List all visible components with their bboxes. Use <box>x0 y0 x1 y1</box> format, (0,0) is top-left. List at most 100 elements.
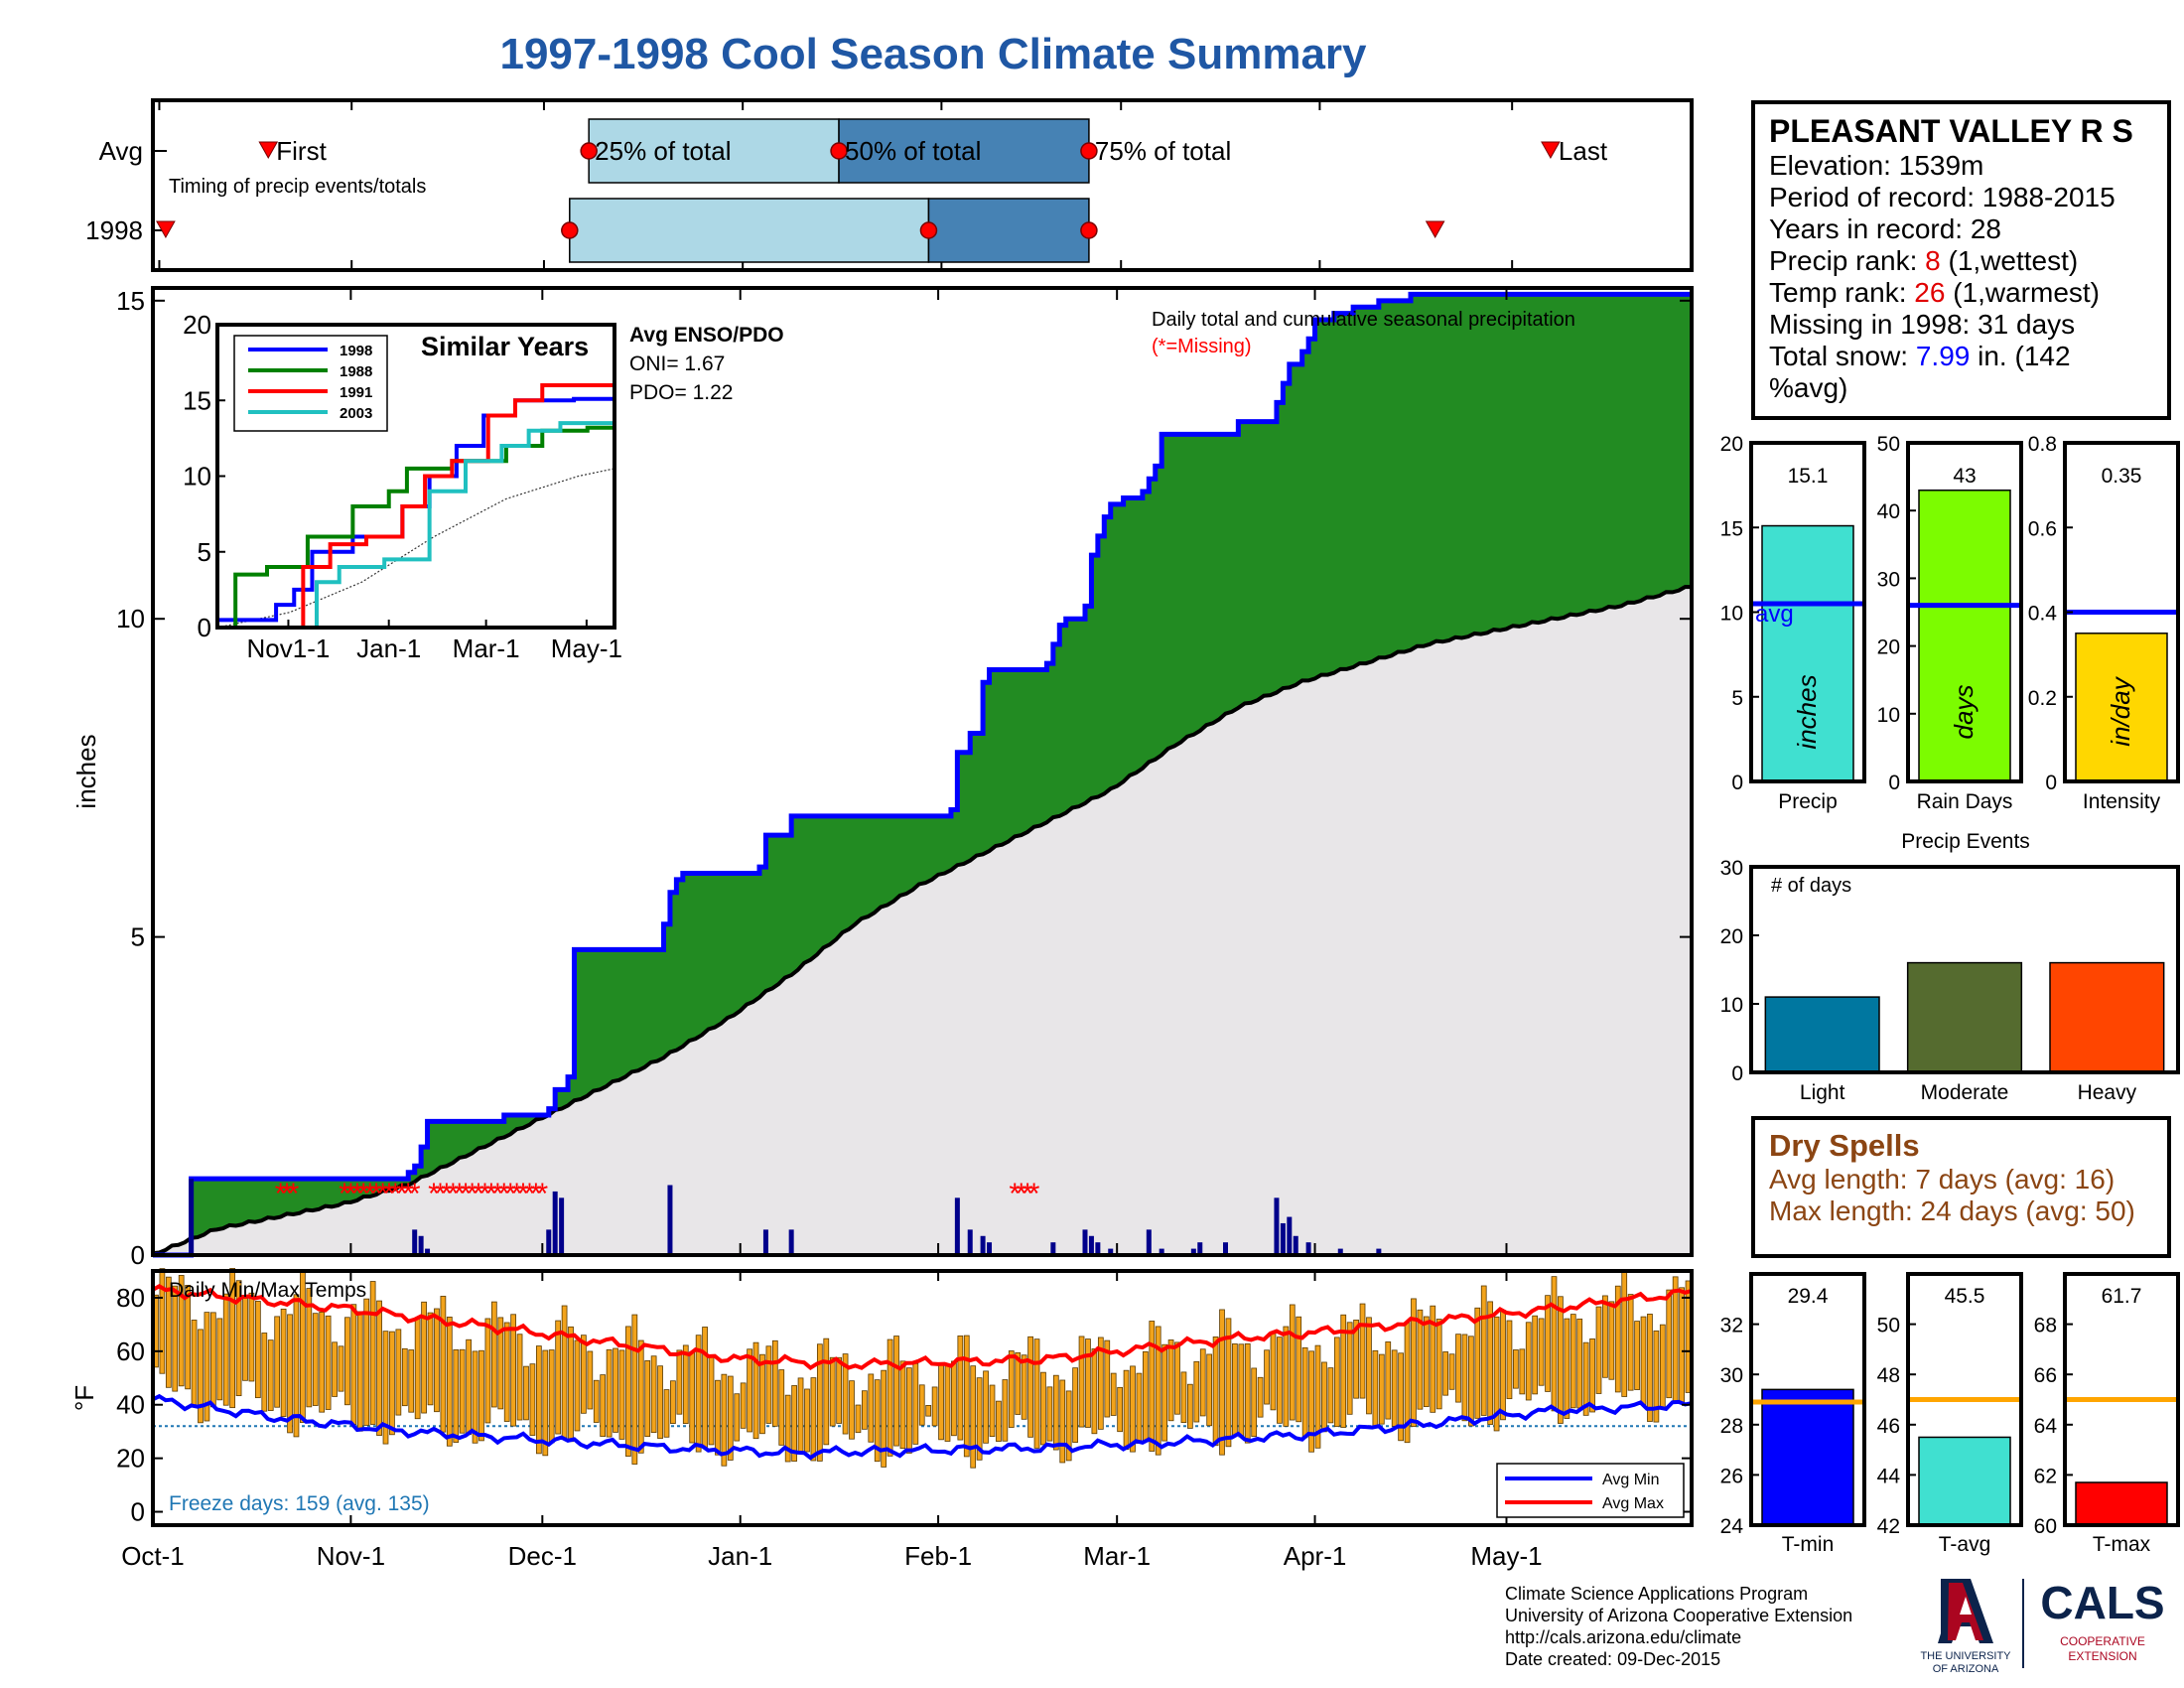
xaxis-label-2: Dec-1 <box>508 1541 577 1571</box>
temp-bar-195 <box>1398 1352 1404 1442</box>
timing-dot-p50-y1998 <box>919 221 938 239</box>
temp-bar-204 <box>1455 1334 1461 1403</box>
coop-text-2: EXTENSION <box>2068 1649 2136 1663</box>
temp-bar-120 <box>918 1384 925 1426</box>
daily-precip-bar-20 <box>1159 1248 1164 1255</box>
summary-ytick-label-precip-3: 15 <box>1720 517 1743 540</box>
events-ytick-label-3: 30 <box>1720 857 1743 880</box>
temp-bar-75 <box>631 1314 638 1465</box>
station-info-box: PLEASANT VALLEY R S Elevation: 1539m Per… <box>1751 100 2171 420</box>
summary-ytick-label-rain-days-5: 50 <box>1877 433 1900 456</box>
temp-bar-24 <box>306 1288 313 1408</box>
station-years: Years in record: 28 <box>1769 213 2001 244</box>
temp-bar-215 <box>1525 1322 1532 1401</box>
temp-bar-71 <box>606 1348 613 1438</box>
summary-unit-precip: inches <box>1792 674 1822 749</box>
summary-bar-precip <box>1761 524 1854 782</box>
temp-bar-202 <box>1442 1351 1449 1396</box>
summary-value-intensity: 0.35 <box>2102 465 2142 488</box>
temp-bar-173 <box>1257 1376 1264 1418</box>
summary-ytick-label-rain-days-2: 20 <box>1877 636 1900 659</box>
temp-bar-214 <box>1519 1348 1526 1395</box>
temp-bar-178 <box>1289 1304 1296 1421</box>
temp-bar-171 <box>1244 1342 1251 1444</box>
temp-bar-8 <box>204 1312 210 1422</box>
missing-mark-2-47: * <box>447 1178 459 1210</box>
daily-precip-bar-30 <box>1376 1248 1382 1255</box>
temp-bar-180 <box>1301 1346 1308 1439</box>
temp-bar-22 <box>293 1294 300 1438</box>
xaxis-label-3: Jan-1 <box>708 1541 772 1571</box>
summary-frame-precip <box>1749 441 1866 783</box>
missing-mark-0-21: * <box>281 1178 293 1210</box>
temp-bar-208 <box>1480 1285 1487 1416</box>
summary-unit-rain-days: days <box>1949 685 1979 740</box>
temp-bar-136 <box>1021 1354 1027 1420</box>
timing-marker-first-avg <box>258 141 279 160</box>
temp-bar-61 <box>542 1349 549 1457</box>
temp-bar-5 <box>185 1285 191 1390</box>
temp-bar-153 <box>1130 1365 1136 1453</box>
xaxis-label-5: Mar-1 <box>1083 1541 1151 1571</box>
temp-bar-163 <box>1193 1360 1200 1423</box>
main-frame <box>151 286 1694 1257</box>
tsummary-frame-t-min <box>1749 1272 1866 1527</box>
inset-frame <box>215 323 616 630</box>
daily-precip-bar-21 <box>1190 1248 1196 1255</box>
temp-bar-89 <box>721 1373 728 1467</box>
temp-bar-27 <box>325 1315 332 1410</box>
summary-ytick-label-intensity-2: 0.4 <box>2028 603 2058 626</box>
missing-mark-2-45: * <box>435 1178 447 1210</box>
temp-bar-128 <box>970 1365 977 1469</box>
university-logos: THE UNIVERSITY OF ARIZONA CALS COOPERATI… <box>1920 1577 2164 1675</box>
temp-bar-76 <box>637 1339 644 1454</box>
timing-bar-50-75-y1998 <box>927 198 1090 263</box>
missing-mark-1-41: * <box>409 1178 421 1210</box>
temp-bar-87 <box>708 1355 715 1446</box>
daily-precip-bar-24 <box>1274 1197 1280 1255</box>
missing-mark-2-53: * <box>485 1178 497 1210</box>
temp-bar-44 <box>434 1308 440 1413</box>
univ-text-1: THE UNIVERSITY <box>1920 1650 2011 1662</box>
temp-bar-194 <box>1391 1349 1398 1427</box>
temp-bar-83 <box>682 1344 689 1425</box>
temp-bar-228 <box>1608 1301 1615 1380</box>
tsummary-label-t-max: T-max <box>2093 1533 2151 1556</box>
timing-dot-p75-avg <box>1080 142 1098 160</box>
missing-mark-2-44: * <box>428 1178 440 1210</box>
temp-bar-172 <box>1251 1367 1258 1438</box>
snow-note-2: %avg) <box>1769 372 1848 403</box>
temp-bar-82 <box>676 1349 683 1415</box>
temp-bar-167 <box>1219 1309 1225 1456</box>
daily-precip-bar-19 <box>1146 1229 1152 1255</box>
temp-bar-9 <box>209 1312 216 1408</box>
daily-precip-bar-11 <box>967 1229 973 1255</box>
xaxis-label-1: Nov-1 <box>317 1541 385 1571</box>
temp-bar-91 <box>734 1393 741 1442</box>
timing-frame <box>151 98 1694 272</box>
temp-bar-42 <box>421 1301 427 1414</box>
temp-bar-232 <box>1634 1321 1640 1390</box>
temp-bar-145 <box>1078 1336 1085 1428</box>
tsummary-ytick-label-t-avg-0: 42 <box>1877 1515 1900 1538</box>
temp-bar-30 <box>344 1317 350 1406</box>
missing-mark-2-59: * <box>524 1178 536 1210</box>
dry-spells-avg: Avg length: 7 days (avg: 16) <box>1769 1164 2116 1195</box>
temp-bar-39 <box>401 1347 408 1407</box>
daily-precip-bar-13 <box>987 1242 993 1255</box>
temp-bar-16 <box>255 1301 261 1399</box>
temp-bar-170 <box>1238 1343 1245 1438</box>
footer-credits: Climate Science Applications Program Uni… <box>1505 1583 1852 1670</box>
temp-bar-142 <box>1059 1379 1066 1464</box>
enso-pdo: PDO= 1.22 <box>629 381 733 404</box>
missing-mark-3-138: * <box>1028 1178 1040 1210</box>
main-ytick-label-0: 0 <box>131 1240 145 1270</box>
precip-rank: Precip rank: 8 (1,wettest) <box>1769 245 2153 277</box>
timing-bar-25-50-y1998 <box>569 198 930 263</box>
temp-bar-203 <box>1448 1353 1455 1390</box>
summary-ytick-label-rain-days-1: 10 <box>1877 704 1900 727</box>
main-ytick-label-1: 5 <box>131 922 145 952</box>
temp-bar-132 <box>996 1400 1002 1442</box>
temp-bar-223 <box>1576 1318 1583 1409</box>
temp-bar-139 <box>1040 1371 1046 1446</box>
